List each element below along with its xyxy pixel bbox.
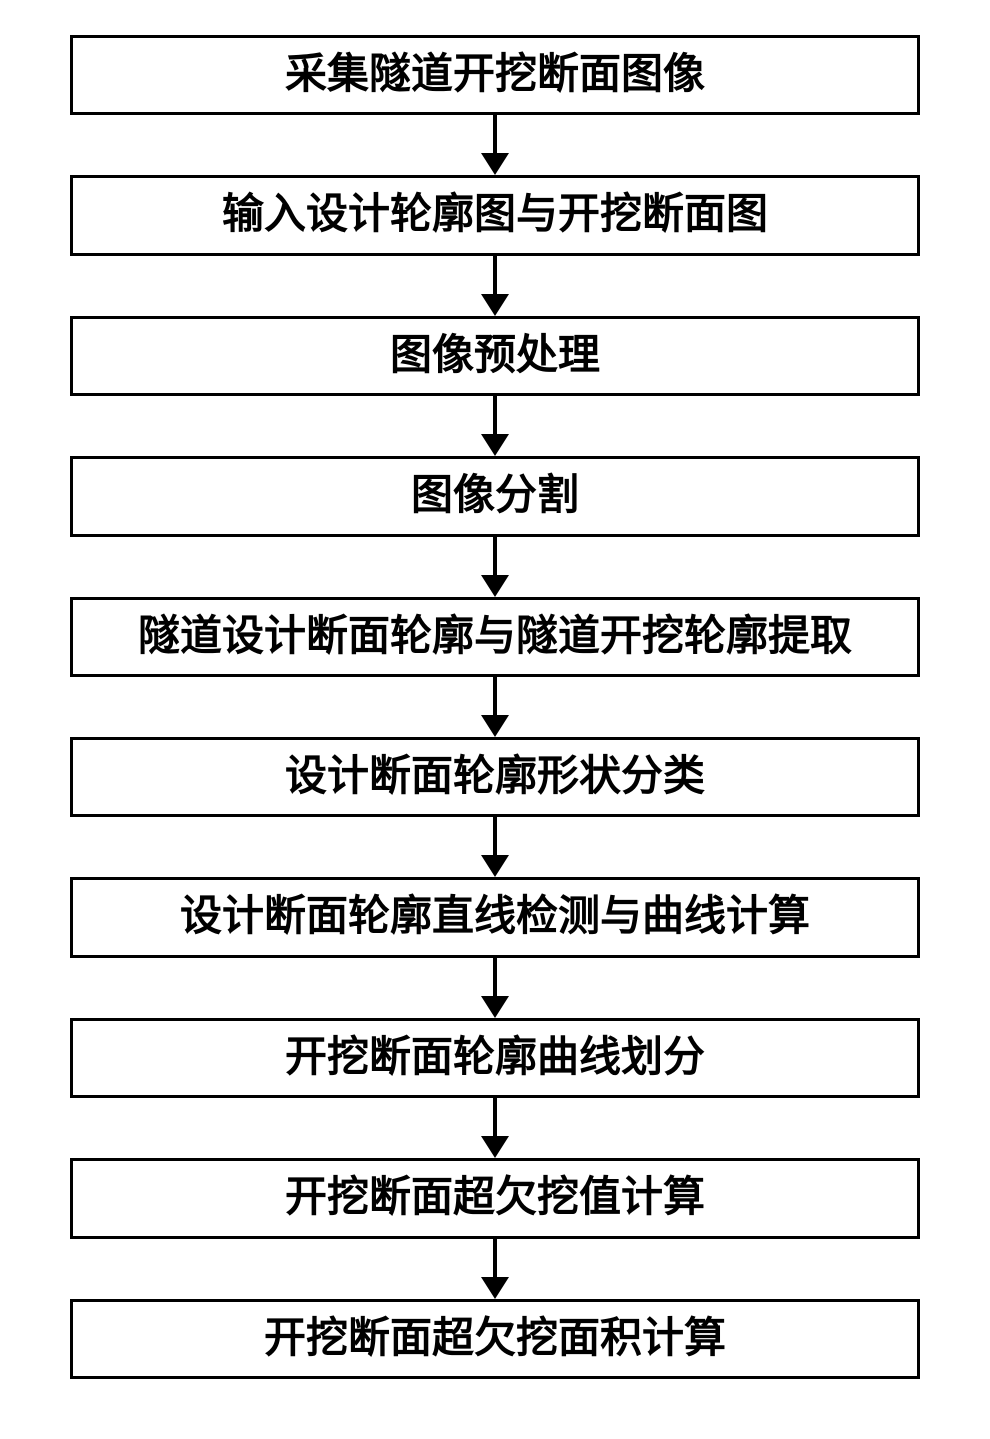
- flowchart-node-3: 图像预处理: [70, 316, 920, 396]
- arrow-down-icon: [481, 396, 509, 456]
- flowchart-node-2: 输入设计轮廓图与开挖断面图: [70, 175, 920, 255]
- node-label: 设计断面轮廓形状分类: [285, 754, 705, 800]
- flowchart-node-7: 设计断面轮廓直线检测与曲线计算: [70, 877, 920, 957]
- node-label: 隧道设计断面轮廓与隧道开挖轮廓提取: [138, 614, 852, 660]
- arrow-down-icon: [481, 817, 509, 877]
- node-label: 图像分割: [411, 473, 579, 519]
- node-label: 图像预处理: [390, 333, 600, 379]
- node-label: 输入设计轮廓图与开挖断面图: [222, 192, 768, 238]
- node-label: 开挖断面轮廓曲线划分: [285, 1035, 705, 1081]
- arrow-down-icon: [481, 677, 509, 737]
- arrow-down-icon: [481, 115, 509, 175]
- node-label: 采集隧道开挖断面图像: [285, 52, 705, 98]
- node-label: 开挖断面超欠挖值计算: [285, 1175, 705, 1221]
- arrow-down-icon: [481, 537, 509, 597]
- arrow-down-icon: [481, 1239, 509, 1299]
- flowchart-node-9: 开挖断面超欠挖值计算: [70, 1158, 920, 1238]
- flowchart-node-5: 隧道设计断面轮廓与隧道开挖轮廓提取: [70, 597, 920, 677]
- flowchart-node-10: 开挖断面超欠挖面积计算: [70, 1299, 920, 1379]
- flowchart-node-1: 采集隧道开挖断面图像: [70, 35, 920, 115]
- flowchart-node-8: 开挖断面轮廓曲线划分: [70, 1018, 920, 1098]
- flowchart-node-4: 图像分割: [70, 456, 920, 536]
- flowchart-node-6: 设计断面轮廓形状分类: [70, 737, 920, 817]
- arrow-down-icon: [481, 256, 509, 316]
- arrow-down-icon: [481, 1098, 509, 1158]
- flowchart-container: 采集隧道开挖断面图像 输入设计轮廓图与开挖断面图 图像预处理 图像分割 隧道设计…: [70, 35, 920, 1379]
- node-label: 设计断面轮廓直线检测与曲线计算: [180, 894, 810, 940]
- node-label: 开挖断面超欠挖面积计算: [264, 1316, 726, 1362]
- arrow-down-icon: [481, 958, 509, 1018]
